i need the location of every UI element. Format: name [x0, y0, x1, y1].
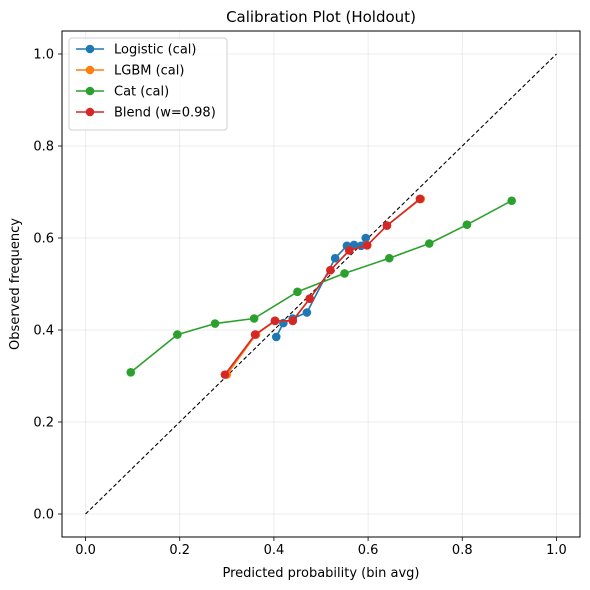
data-point	[305, 294, 314, 304]
legend-label: Logistic (cal)	[114, 43, 196, 58]
data-point	[425, 239, 434, 248]
chart-title: Calibration Plot (Holdout)	[226, 8, 416, 26]
x-tick-label: 0.4	[264, 543, 285, 558]
y-tick-label: 0.2	[33, 416, 54, 431]
x-tick-label: 1.0	[546, 543, 567, 558]
legend-swatch-marker	[85, 65, 95, 75]
data-point	[126, 368, 136, 377]
x-tick-label: 0.2	[169, 543, 190, 558]
data-point	[210, 319, 220, 328]
y-tick-label: 0.6	[33, 232, 54, 247]
data-point	[173, 330, 182, 339]
legend-swatch-marker	[85, 44, 95, 54]
y-axis-label: Observed frequency	[8, 218, 23, 350]
x-axis-label: Predicted probability (bin avg)	[223, 566, 420, 581]
axis-ticks: 0.0 0.2 0.4 0.6 0.8 1.0 0.0 0.2 0.4 0.6 0.8 1.0	[33, 48, 566, 559]
data-point	[382, 221, 392, 230]
data-point	[415, 194, 425, 204]
plot-area-frame	[61, 30, 581, 538]
legend-item: LGBM (cal)	[76, 64, 184, 79]
data-point	[271, 332, 281, 342]
data-point	[361, 233, 371, 243]
data-point	[362, 241, 372, 250]
series-group	[126, 194, 517, 379]
series-blend-w-0-98	[220, 194, 425, 379]
legend-swatch-marker	[85, 107, 95, 117]
legend-label: Cat (cal)	[114, 85, 169, 100]
data-point	[293, 287, 302, 297]
y-tick-label: 0.0	[33, 508, 54, 523]
legend-item: Cat (cal)	[76, 85, 169, 100]
series-line	[224, 198, 421, 376]
data-point	[249, 314, 259, 323]
data-point	[326, 265, 335, 275]
perfect-calibration-line	[85, 53, 557, 515]
grid-lines	[62, 31, 580, 537]
y-tick-label: 0.8	[33, 140, 54, 155]
legend-label: LGBM (cal)	[114, 64, 184, 79]
data-point	[220, 370, 230, 379]
legend-item: Logistic (cal)	[76, 43, 196, 58]
legend-item: Blend (w=0.98)	[76, 106, 216, 121]
legend-box	[68, 37, 228, 131]
x-tick-label: 0.0	[75, 543, 96, 558]
data-point	[462, 220, 472, 229]
data-point	[340, 269, 349, 278]
legend: Logistic (cal) LGBM (cal) Cat (cal) Blend (…	[68, 37, 228, 131]
x-tick-label: 0.8	[452, 543, 473, 558]
data-point	[507, 196, 517, 206]
data-point	[288, 316, 298, 326]
data-point	[344, 246, 354, 255]
legend-label: Blend (w=0.98)	[114, 106, 216, 121]
y-tick-label: 1.0	[33, 48, 54, 63]
data-point	[270, 316, 280, 326]
data-point	[330, 253, 340, 263]
data-point	[384, 253, 394, 263]
data-point	[302, 308, 312, 317]
legend-swatch-marker	[85, 86, 95, 96]
reference-line-group	[85, 53, 557, 515]
y-tick-label: 0.4	[33, 324, 54, 339]
x-tick-label: 0.6	[358, 543, 379, 558]
data-point	[250, 330, 260, 339]
